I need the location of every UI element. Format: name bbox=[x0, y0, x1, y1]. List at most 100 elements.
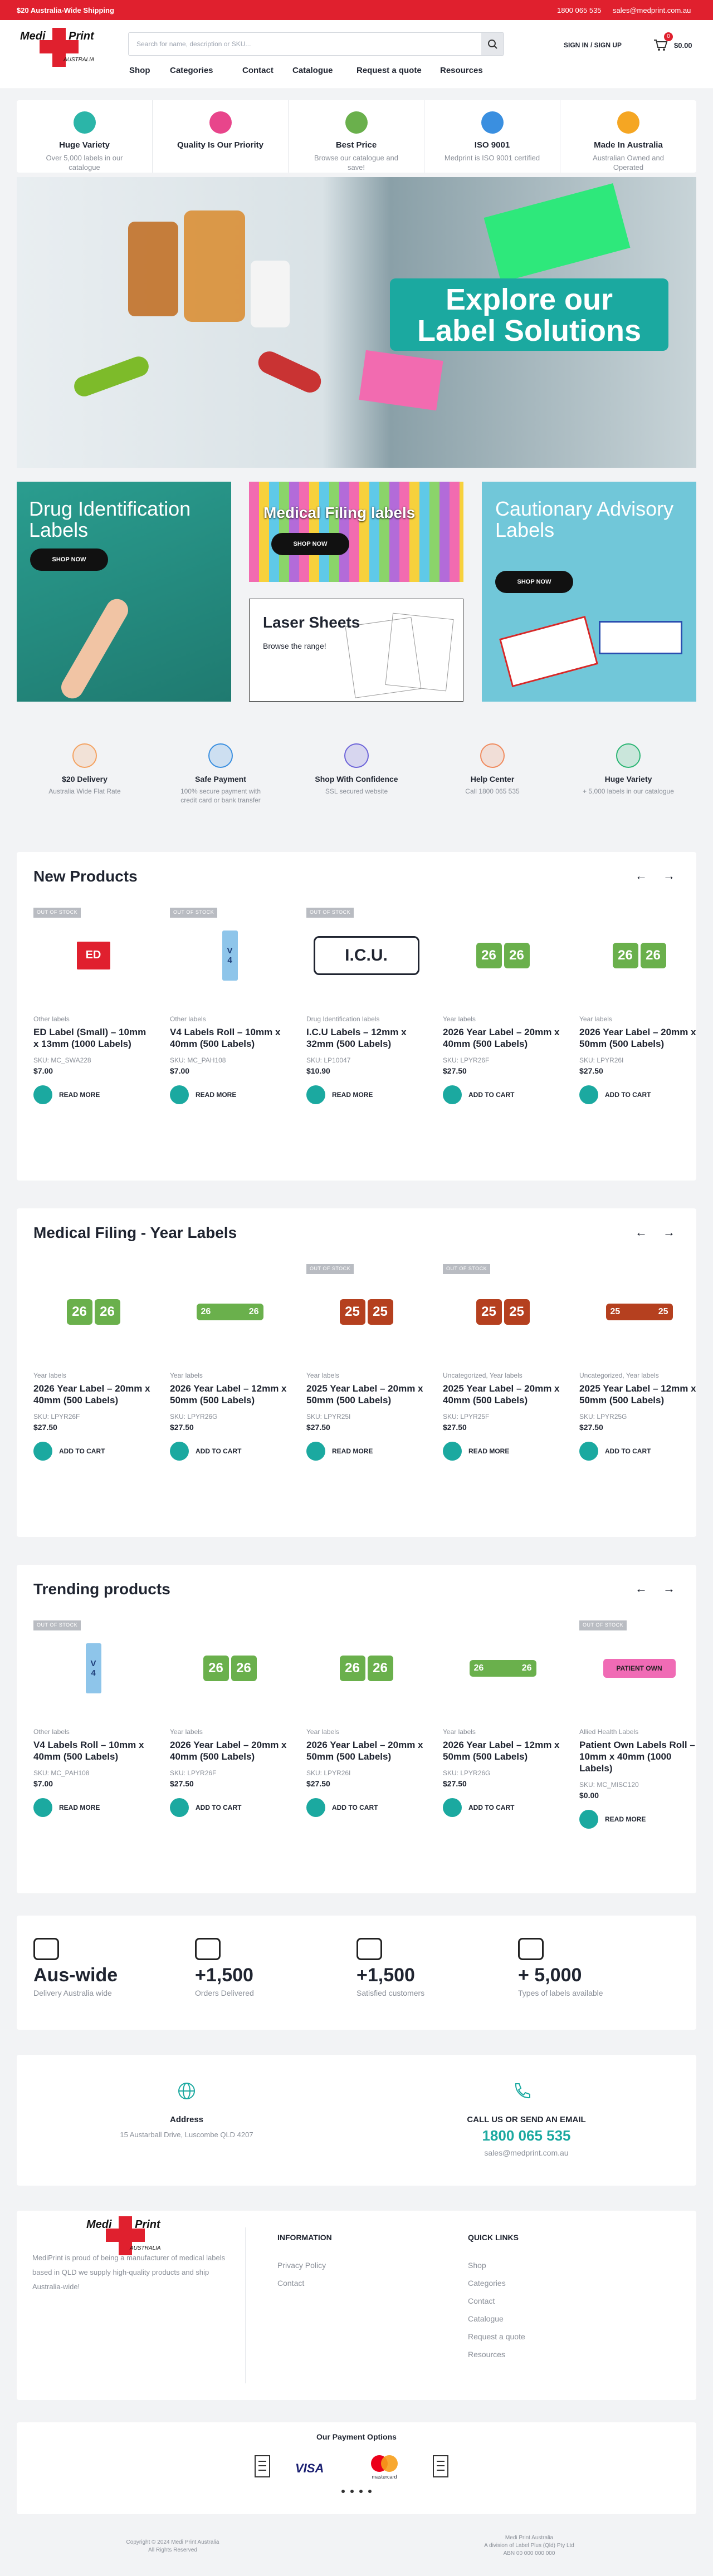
product-button[interactable]: READ MORE bbox=[579, 1810, 699, 1829]
shop-now[interactable]: SHOP NOW bbox=[271, 533, 349, 555]
stat: +1,500 Orders Delivered bbox=[195, 1938, 254, 1997]
product-card[interactable]: 26 26 Year labels 2026 Year Label – 20mm x … bbox=[33, 1264, 153, 1461]
product-card[interactable]: 26 26 Year labels 2026 Year Label – 20mm x … bbox=[579, 908, 699, 1104]
footer-link[interactable]: Categories bbox=[468, 2279, 506, 2288]
product-card[interactable]: OUT OF STOCK V 4 Other labels V4 Labels Roll… bbox=[33, 1620, 153, 1817]
search-button[interactable] bbox=[481, 33, 504, 55]
footer-link[interactable]: Contact bbox=[468, 2296, 495, 2305]
contact-phone[interactable]: 1800 065 535 bbox=[482, 2127, 571, 2144]
prev-arrow[interactable]: ← bbox=[635, 869, 647, 883]
feature: Best Price Browse our catalogue and save! bbox=[289, 100, 424, 173]
product-button[interactable]: ADD TO CART bbox=[579, 1085, 699, 1104]
product-button[interactable]: READ MORE bbox=[170, 1085, 290, 1104]
next-arrow[interactable]: → bbox=[663, 869, 675, 883]
nav-link[interactable]: Shop bbox=[129, 66, 150, 75]
product-name[interactable]: 2026 Year Label – 20mm x 50mm (500 Label… bbox=[579, 1027, 696, 1049]
product-button[interactable]: ADD TO CART bbox=[443, 1798, 563, 1817]
footer-link[interactable]: Resources bbox=[468, 2350, 505, 2359]
features: Huge Variety Over 5,000 labels in our cat… bbox=[17, 100, 696, 173]
service: Huge Variety + 5,000 labels in our catalo… bbox=[560, 743, 696, 796]
product-card[interactable]: 26 26 Year labels 2026 Year Label – 12mm x … bbox=[443, 1620, 563, 1817]
product-name[interactable]: 2026 Year Label – 12mm x 50mm (500 Label… bbox=[443, 1740, 560, 1762]
product-button[interactable]: ADD TO CART bbox=[443, 1085, 563, 1104]
product-button[interactable]: ADD TO CART bbox=[33, 1442, 153, 1461]
footer-link[interactable]: Catalogue bbox=[468, 2314, 504, 2323]
stat-value: + 5,000 bbox=[518, 1965, 582, 1986]
product-button[interactable]: READ MORE bbox=[33, 1085, 153, 1104]
product-name[interactable]: Patient Own Labels Roll – 10mm x 40mm (1… bbox=[579, 1740, 695, 1774]
nav-link[interactable]: Categories bbox=[170, 66, 213, 75]
product-name[interactable]: 2025 Year Label – 20mm x 40mm (500 Label… bbox=[443, 1383, 560, 1405]
cart-icon[interactable] bbox=[652, 36, 668, 52]
next-arrow[interactable]: → bbox=[663, 1581, 675, 1595]
footer-link[interactable]: Request a quote bbox=[468, 2332, 525, 2341]
product-button[interactable]: ADD TO CART bbox=[306, 1798, 426, 1817]
next-arrow[interactable]: → bbox=[663, 1225, 675, 1239]
button-label: ADD TO CART bbox=[468, 1091, 515, 1099]
product-button[interactable]: READ MORE bbox=[306, 1085, 426, 1104]
product-name[interactable]: 2026 Year Label – 20mm x 40mm (500 Label… bbox=[33, 1383, 150, 1405]
abn: ABN 00 000 000 000 bbox=[503, 2550, 555, 2557]
product-name[interactable]: 2025 Year Label – 20mm x 50mm (500 Label… bbox=[306, 1383, 423, 1405]
nav-link[interactable]: Contact bbox=[242, 66, 274, 75]
product-button[interactable]: ADD TO CART bbox=[170, 1442, 290, 1461]
logo-cross bbox=[40, 40, 79, 53]
contact-email[interactable]: sales@medprint.com.au bbox=[484, 2148, 569, 2157]
shop-now[interactable]: SHOP NOW bbox=[30, 548, 108, 571]
logo[interactable]: Medi Print AUSTRALIA bbox=[20, 28, 109, 67]
prev-arrow[interactable]: ← bbox=[635, 1581, 647, 1595]
product-card[interactable]: 26 26 Year labels 2026 Year Label – 20mm x … bbox=[170, 1620, 290, 1817]
search-box[interactable]: Search for name, description or SKU... bbox=[128, 32, 504, 56]
sign-in[interactable]: SIGN IN / SIGN UP bbox=[564, 41, 622, 49]
product-name[interactable]: 2026 Year Label – 12mm x 50mm (500 Label… bbox=[170, 1383, 287, 1405]
nav-link[interactable]: Resources bbox=[440, 66, 483, 75]
product-button[interactable]: READ MORE bbox=[443, 1442, 563, 1461]
button-icon bbox=[33, 1442, 52, 1461]
promo-tile[interactable]: Cautionary Advisory Labels SHOP NOW bbox=[482, 482, 696, 702]
footer-link[interactable]: Shop bbox=[468, 2261, 486, 2270]
stat-text: Delivery Australia wide bbox=[33, 1989, 112, 1997]
product-card[interactable]: OUT OF STOCK V 4 Other labels V4 Labels Roll… bbox=[170, 908, 290, 1104]
promo-tile[interactable]: Medical Filing labels SHOP NOW bbox=[249, 482, 463, 582]
product-name[interactable]: V4 Labels Roll – 10mm x 40mm (500 Labels… bbox=[33, 1740, 144, 1762]
nav-link[interactable]: Catalogue bbox=[292, 66, 333, 75]
promo-tile[interactable]: Drug Identification Labels SHOP NOW bbox=[17, 482, 231, 702]
carousel-dots[interactable] bbox=[340, 2488, 373, 2495]
product-name[interactable]: I.C.U Labels – 12mm x 32mm (500 Labels) bbox=[306, 1027, 407, 1049]
stock-badge: OUT OF STOCK bbox=[443, 1264, 491, 1274]
prev-arrow[interactable]: ← bbox=[635, 1225, 647, 1239]
product-card[interactable]: OUT OF STOCK 25 25 Uncategorized, Year labe… bbox=[443, 1264, 563, 1461]
product-button[interactable]: ADD TO CART bbox=[170, 1798, 290, 1817]
promo-tile[interactable]: Laser Sheets Browse the range! bbox=[249, 599, 463, 702]
footer-link[interactable]: Privacy Policy bbox=[277, 2261, 326, 2270]
globe-icon bbox=[178, 2083, 195, 2099]
shop-now[interactable]: SHOP NOW bbox=[495, 571, 573, 593]
phone[interactable]: 1800 065 535 bbox=[557, 6, 602, 14]
product-button[interactable]: ADD TO CART bbox=[579, 1442, 699, 1461]
label-swatch: 25 bbox=[367, 1299, 393, 1325]
footer-link[interactable]: Contact bbox=[277, 2279, 305, 2288]
product-card[interactable]: OUT OF STOCK ED Other labels ED Label (Smal… bbox=[33, 908, 153, 1104]
cart-total[interactable]: $0.00 bbox=[674, 41, 692, 50]
button-icon bbox=[443, 1442, 462, 1461]
product-name[interactable]: ED Label (Small) – 10mm x 13mm (1000 Lab… bbox=[33, 1027, 146, 1049]
address-title: Address bbox=[169, 2115, 204, 2124]
nav-link[interactable]: Request a quote bbox=[356, 66, 422, 75]
product-card[interactable]: 26 26 Year labels 2026 Year Label – 20mm x … bbox=[443, 908, 563, 1104]
product-card[interactable]: 26 26 Year labels 2026 Year Label – 20mm x … bbox=[306, 1620, 426, 1817]
product-card[interactable]: OUT OF STOCK PATIENT OWN Allied Health Lab… bbox=[579, 1620, 699, 1829]
product-card[interactable]: 25 25 Uncategorized, Year labels 2025 Year … bbox=[579, 1264, 699, 1461]
product-name[interactable]: 2025 Year Label – 12mm x 50mm (500 Label… bbox=[579, 1383, 696, 1405]
product-name[interactable]: V4 Labels Roll – 10mm x 40mm (500 Labels… bbox=[170, 1027, 281, 1049]
email[interactable]: sales@medprint.com.au bbox=[613, 6, 691, 14]
product-card[interactable]: OUT OF STOCK 25 25 Year labels 2025 Year Lab… bbox=[306, 1264, 426, 1461]
product-button[interactable]: READ MORE bbox=[33, 1798, 153, 1817]
product-name[interactable]: 2026 Year Label – 20mm x 50mm (500 Label… bbox=[306, 1740, 423, 1762]
product-name[interactable]: 2026 Year Label – 20mm x 40mm (500 Label… bbox=[443, 1027, 560, 1049]
product-name[interactable]: 2026 Year Label – 20mm x 40mm (500 Label… bbox=[170, 1740, 287, 1762]
product-card[interactable]: 26 26 Year labels 2026 Year Label – 12mm x … bbox=[170, 1264, 290, 1461]
product-card[interactable]: OUT OF STOCK I.C.U. Drug Identification la… bbox=[306, 908, 426, 1104]
product-button[interactable]: READ MORE bbox=[306, 1442, 426, 1461]
product-image: 26 26 bbox=[170, 1630, 290, 1706]
